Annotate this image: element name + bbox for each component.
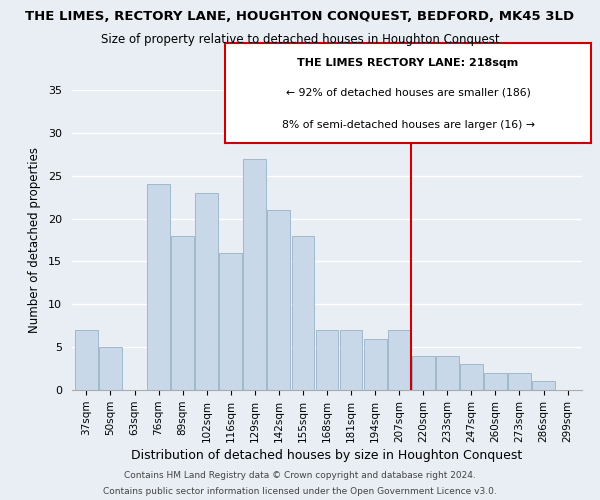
Bar bbox=[220, 253, 242, 390]
Text: 8% of semi-detached houses are larger (16) →: 8% of semi-detached houses are larger (1… bbox=[281, 120, 535, 130]
Bar bbox=[340, 330, 362, 390]
Bar bbox=[508, 373, 531, 390]
Bar bbox=[388, 330, 410, 390]
Text: Contains HM Land Registry data © Crown copyright and database right 2024.: Contains HM Land Registry data © Crown c… bbox=[124, 472, 476, 480]
Text: ← 92% of detached houses are smaller (186): ← 92% of detached houses are smaller (18… bbox=[286, 88, 530, 98]
Text: Size of property relative to detached houses in Houghton Conquest: Size of property relative to detached ho… bbox=[101, 32, 499, 46]
Bar bbox=[268, 210, 290, 390]
Text: THE LIMES RECTORY LANE: 218sqm: THE LIMES RECTORY LANE: 218sqm bbox=[298, 58, 518, 68]
Bar bbox=[292, 236, 314, 390]
Bar bbox=[75, 330, 98, 390]
Bar bbox=[364, 338, 386, 390]
Y-axis label: Number of detached properties: Number of detached properties bbox=[28, 147, 41, 333]
Bar bbox=[460, 364, 483, 390]
Bar bbox=[99, 347, 122, 390]
Bar bbox=[316, 330, 338, 390]
Bar bbox=[171, 236, 194, 390]
X-axis label: Distribution of detached houses by size in Houghton Conquest: Distribution of detached houses by size … bbox=[131, 449, 523, 462]
Bar bbox=[244, 158, 266, 390]
Text: Contains public sector information licensed under the Open Government Licence v3: Contains public sector information licen… bbox=[103, 486, 497, 496]
Bar bbox=[195, 193, 218, 390]
Bar bbox=[484, 373, 507, 390]
Bar bbox=[412, 356, 434, 390]
Bar bbox=[436, 356, 459, 390]
Bar bbox=[532, 382, 555, 390]
Bar bbox=[147, 184, 170, 390]
Text: THE LIMES, RECTORY LANE, HOUGHTON CONQUEST, BEDFORD, MK45 3LD: THE LIMES, RECTORY LANE, HOUGHTON CONQUE… bbox=[25, 10, 575, 23]
